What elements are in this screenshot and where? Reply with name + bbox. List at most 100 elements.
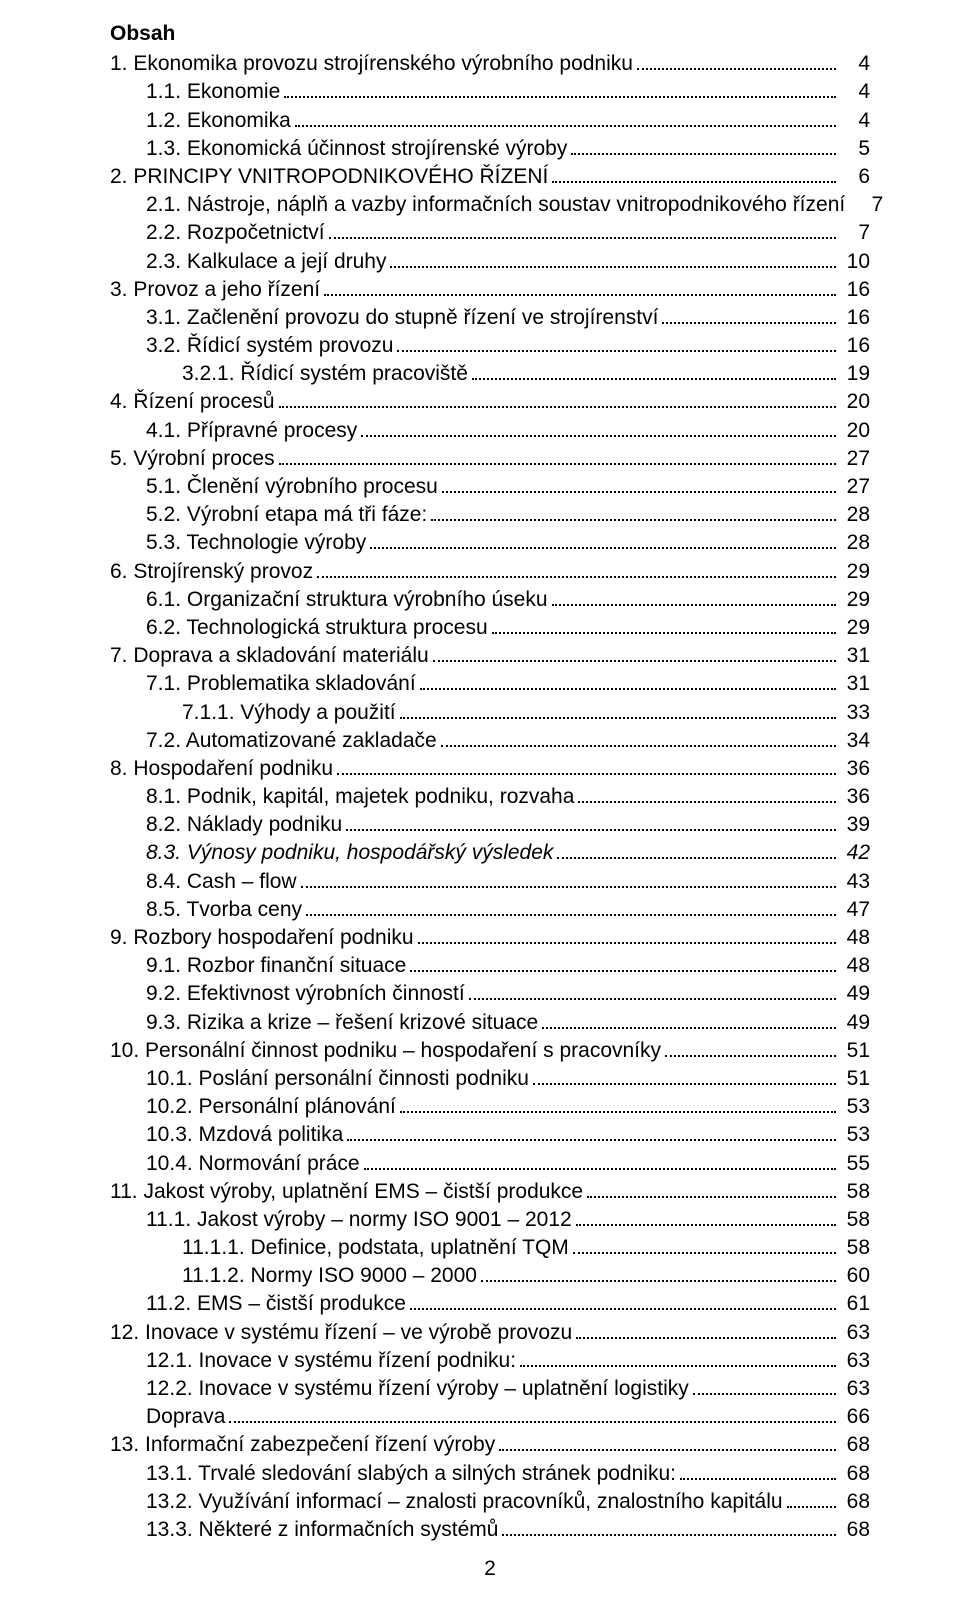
toc-row: 2. PRINCIPY VNITROPODNIKOVÉHO ŘÍZENÍ6 [110,162,870,190]
toc-leader-dots [552,585,836,606]
toc-page-number: 48 [840,924,870,951]
toc-label: 7. Doprava a skladování materiálu [110,642,429,669]
toc-leader-dots [441,726,836,747]
toc-leader-dots [680,1459,836,1480]
toc-row: 4.1. Přípravné procesy20 [110,416,870,444]
toc-leader-dots [442,472,836,493]
toc-row: 11.1. Jakost výroby – normy ISO 9001 – 2… [110,1205,870,1233]
toc-page-number: 31 [840,642,870,669]
toc-page-number: 10 [840,248,870,275]
toc-leader-dots [576,1205,836,1226]
toc-page-number: 61 [840,1290,870,1317]
table-of-contents: 1. Ekonomika provozu strojírenského výro… [110,49,870,1543]
toc-page-number: 58 [840,1234,870,1261]
toc-row: 13.1. Trvalé sledování slabých a silných… [110,1459,870,1487]
toc-label: 2.1. Nástroje, náplň a vazby informačníc… [146,191,845,218]
toc-leader-dots [665,1036,836,1057]
toc-page-number: 58 [840,1206,870,1233]
toc-leader-dots [284,77,836,98]
toc-label: 3.1. Začlenění provozu do stupně řízení … [146,304,658,331]
toc-leader-dots [520,1346,836,1367]
toc-label: 4. Řízení procesů [110,388,275,415]
toc-page-number: 34 [840,727,870,754]
toc-page-number: 63 [840,1347,870,1374]
toc-page-number: 68 [840,1431,870,1458]
toc-label: 4.1. Přípravné procesy [146,417,357,444]
toc-leader-dots [576,1318,836,1339]
toc-page-number: 63 [840,1375,870,1402]
toc-page-number: 49 [840,980,870,1007]
toc-label: 13.1. Trvalé sledování slabých a silných… [146,1460,676,1487]
toc-leader-dots [400,698,836,719]
toc-label: 9. Rozbory hospodaření podniku [110,924,414,951]
toc-page-number: 58 [840,1178,870,1205]
toc-label: 1.2. Ekonomika [146,107,291,134]
page-number-footer: 2 [110,1555,870,1582]
toc-row: 12. Inovace v systému řízení – ve výrobě… [110,1318,870,1346]
toc-label: 11.1.1. Definice, podstata, uplatnění TQ… [182,1234,569,1261]
toc-page-number: 16 [840,304,870,331]
toc-page-number: 48 [840,952,870,979]
toc-leader-dots [433,641,836,662]
toc-page-number: 36 [840,755,870,782]
toc-page-number: 49 [840,1009,870,1036]
toc-leader-dots [573,1233,836,1254]
toc-row: 7.2. Automatizované zakladače34 [110,726,870,754]
toc-row: 2.3. Kalkulace a její druhy 10 [110,247,870,275]
toc-page-number: 36 [840,783,870,810]
toc-row: 5.2. Výrobní etapa má tři fáze:28 [110,500,870,528]
toc-row: 10.4. Normování práce55 [110,1149,870,1177]
toc-row: 9.2. Efektivnost výrobních činností49 [110,979,870,1007]
toc-leader-dots [662,303,836,324]
toc-leader-dots [787,1487,836,1508]
toc-page-number: 60 [840,1262,870,1289]
toc-row: 9.1. Rozbor finanční situace48 [110,951,870,979]
toc-row: 12.2. Inovace v systému řízení výroby – … [110,1374,870,1402]
toc-page-number: 51 [840,1037,870,1064]
toc-label: 6.2. Technologická struktura procesu [146,614,488,641]
toc-label: 13. Informační zabezpečení řízení výroby [110,1431,495,1458]
toc-leader-dots [295,106,836,127]
toc-label: 7.1. Problematika skladování [146,670,416,697]
toc-row: 3. Provoz a jeho řízení 16 [110,275,870,303]
toc-label: 2.3. Kalkulace a její druhy [146,248,386,275]
toc-leader-dots [317,557,836,578]
toc-leader-dots [329,218,836,239]
toc-label: 8.2. Náklady podniku [146,811,342,838]
toc-row: 10.2. Personální plánování53 [110,1092,870,1120]
toc-leader-dots [481,1261,836,1282]
toc-page-number: 27 [840,445,870,472]
toc-leader-dots [693,1374,836,1395]
toc-leader-dots [431,500,836,521]
page-title: Obsah [110,20,870,47]
toc-leader-dots [410,1290,836,1311]
toc-row: 6. Strojírenský provoz29 [110,557,870,585]
toc-leader-dots [347,1120,836,1141]
toc-row: Doprava66 [110,1402,870,1430]
toc-page-number: 51 [840,1065,870,1092]
toc-row: 7.1.1. Výhody a použití33 [110,698,870,726]
toc-row: 5. Výrobní proces27 [110,444,870,472]
toc-label: 12.2. Inovace v systému řízení výroby – … [146,1375,689,1402]
toc-page-number: 5 [840,135,870,162]
toc-row: 2.1. Nástroje, náplň a vazby informačníc… [110,190,870,218]
toc-label: 8.4. Cash – flow [146,868,297,895]
toc-page-number: 53 [840,1121,870,1148]
toc-label: 3. Provoz a jeho řízení [110,276,320,303]
toc-label: 6.1. Organizační struktura výrobního úse… [146,586,548,613]
toc-page-number: 16 [840,276,870,303]
toc-leader-dots [469,979,836,1000]
toc-page-number: 19 [840,360,870,387]
toc-page-number: 7 [853,191,883,218]
toc-page-number: 53 [840,1093,870,1120]
toc-page-number: 29 [840,558,870,585]
toc-row: 11.2. EMS – čistší produkce 61 [110,1290,870,1318]
toc-leader-dots [472,359,836,380]
toc-label: 5.2. Výrobní etapa má tři fáze: [146,501,427,528]
toc-page-number: 29 [840,586,870,613]
toc-page-number: 4 [840,78,870,105]
toc-page-number: 20 [840,388,870,415]
toc-leader-dots [502,1515,836,1536]
toc-label: 11.2. EMS – čistší produkce [146,1290,406,1317]
toc-leader-dots [301,867,836,888]
